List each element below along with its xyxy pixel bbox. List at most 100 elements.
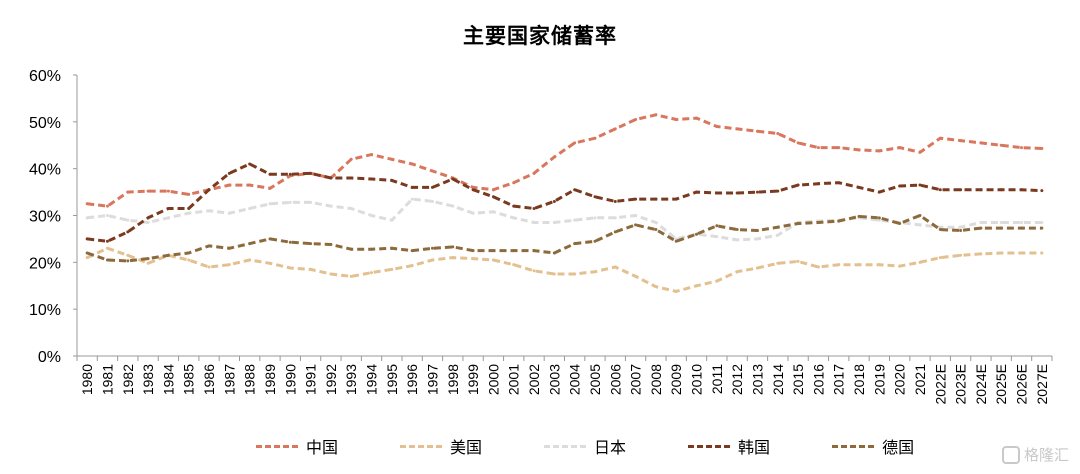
- series-line: [86, 214, 1042, 263]
- data-point: [451, 177, 455, 181]
- data-point: [959, 253, 963, 257]
- chart-legend: 中国 美国 日本 韩国 德国: [256, 434, 976, 458]
- data-point: [735, 228, 739, 232]
- data-point: [187, 251, 191, 255]
- data-point: [126, 259, 130, 263]
- x-tick-label: 2027E: [1034, 364, 1050, 404]
- data-point: [1020, 188, 1024, 192]
- data-point: [207, 209, 211, 213]
- data-point: [248, 258, 252, 262]
- x-tick-label: 2008: [648, 364, 664, 395]
- data-point: [1020, 226, 1024, 230]
- data-point: [532, 171, 536, 175]
- data-point: [613, 199, 617, 203]
- data-point: [755, 190, 759, 194]
- data-point: [532, 221, 536, 225]
- data-point: [268, 172, 272, 176]
- data-point: [85, 251, 89, 255]
- data-point: [227, 263, 231, 267]
- data-point: [309, 171, 313, 175]
- data-point: [85, 216, 89, 220]
- data-point: [512, 216, 516, 220]
- data-point: [877, 190, 881, 194]
- data-point: [573, 272, 577, 276]
- x-tick-label: 1989: [262, 364, 278, 395]
- x-tick-label: 2018: [851, 364, 867, 395]
- y-tick-label: 0%: [38, 349, 61, 366]
- data-point: [207, 188, 211, 192]
- data-point: [370, 153, 374, 157]
- data-point: [309, 242, 313, 246]
- data-point: [1020, 251, 1024, 255]
- data-point: [654, 228, 658, 232]
- data-point: [634, 117, 638, 121]
- data-point: [532, 249, 536, 253]
- data-point: [1040, 226, 1044, 230]
- data-point: [715, 224, 719, 228]
- data-point: [593, 270, 597, 274]
- data-point: [552, 199, 556, 203]
- data-point: [634, 223, 638, 227]
- data-point: [979, 226, 983, 230]
- legend-swatch: [544, 444, 587, 448]
- data-point: [410, 249, 414, 253]
- series-line: [87, 197, 1042, 242]
- data-point: [715, 235, 719, 239]
- series-line: [87, 113, 1042, 208]
- x-tick-label: 2011: [709, 364, 725, 394]
- data-point: [329, 176, 333, 180]
- data-point: [248, 162, 252, 166]
- data-point: [735, 238, 739, 242]
- x-tick-label: 2021: [912, 364, 928, 395]
- data-point: [613, 265, 617, 269]
- data-point: [248, 183, 252, 187]
- data-point: [816, 265, 820, 269]
- x-tick-label: 1997: [424, 364, 440, 395]
- data-point: [349, 206, 353, 210]
- y-tick-label: 30%: [29, 209, 61, 226]
- x-tick-label: 2025E: [993, 364, 1009, 404]
- x-tick-label: 1987: [221, 364, 237, 395]
- y-tick-label: 60%: [29, 68, 61, 85]
- x-tick-label: 2006: [607, 364, 623, 395]
- data-point: [1040, 189, 1044, 193]
- x-tick-label: 1998: [445, 364, 461, 395]
- data-point: [430, 199, 434, 203]
- data-point: [370, 177, 374, 181]
- data-point: [207, 265, 211, 269]
- chart-series: [85, 113, 1044, 293]
- x-tick-label: 2023E: [953, 364, 969, 404]
- data-point: [1020, 221, 1024, 225]
- data-point: [877, 218, 881, 222]
- data-point: [898, 184, 902, 188]
- data-point: [105, 204, 109, 208]
- data-point: [430, 185, 434, 189]
- legend-item: 德国: [832, 434, 914, 458]
- data-point: [1040, 251, 1044, 255]
- x-tick-label: 2013: [749, 364, 765, 395]
- data-point: [776, 189, 780, 193]
- data-point: [796, 141, 800, 145]
- x-tick-label: 2022E: [932, 364, 948, 404]
- legend-swatch: [256, 444, 298, 448]
- data-point: [329, 204, 333, 208]
- legend-item: 美国: [400, 434, 482, 458]
- data-point: [451, 204, 455, 208]
- chart-axes: 0% 10% 20% 30% 40% 50% 60% 1980 1981 1982 1983 1984…: [29, 68, 1053, 404]
- data-point: [1040, 221, 1044, 225]
- data-point: [105, 239, 109, 243]
- data-point: [776, 233, 780, 237]
- data-point: [430, 169, 434, 173]
- data-point: [918, 150, 922, 154]
- watermark-logo-icon: [1002, 445, 1020, 464]
- data-point: [187, 192, 191, 196]
- data-point: [227, 246, 231, 250]
- x-tick-label: 1993: [343, 364, 359, 395]
- data-point: [634, 274, 638, 278]
- data-point: [715, 191, 719, 195]
- data-point: [85, 202, 89, 206]
- x-tick-label: 1983: [140, 364, 156, 395]
- data-point: [755, 228, 759, 232]
- data-point: [349, 176, 353, 180]
- x-tick-label: 1982: [120, 364, 136, 395]
